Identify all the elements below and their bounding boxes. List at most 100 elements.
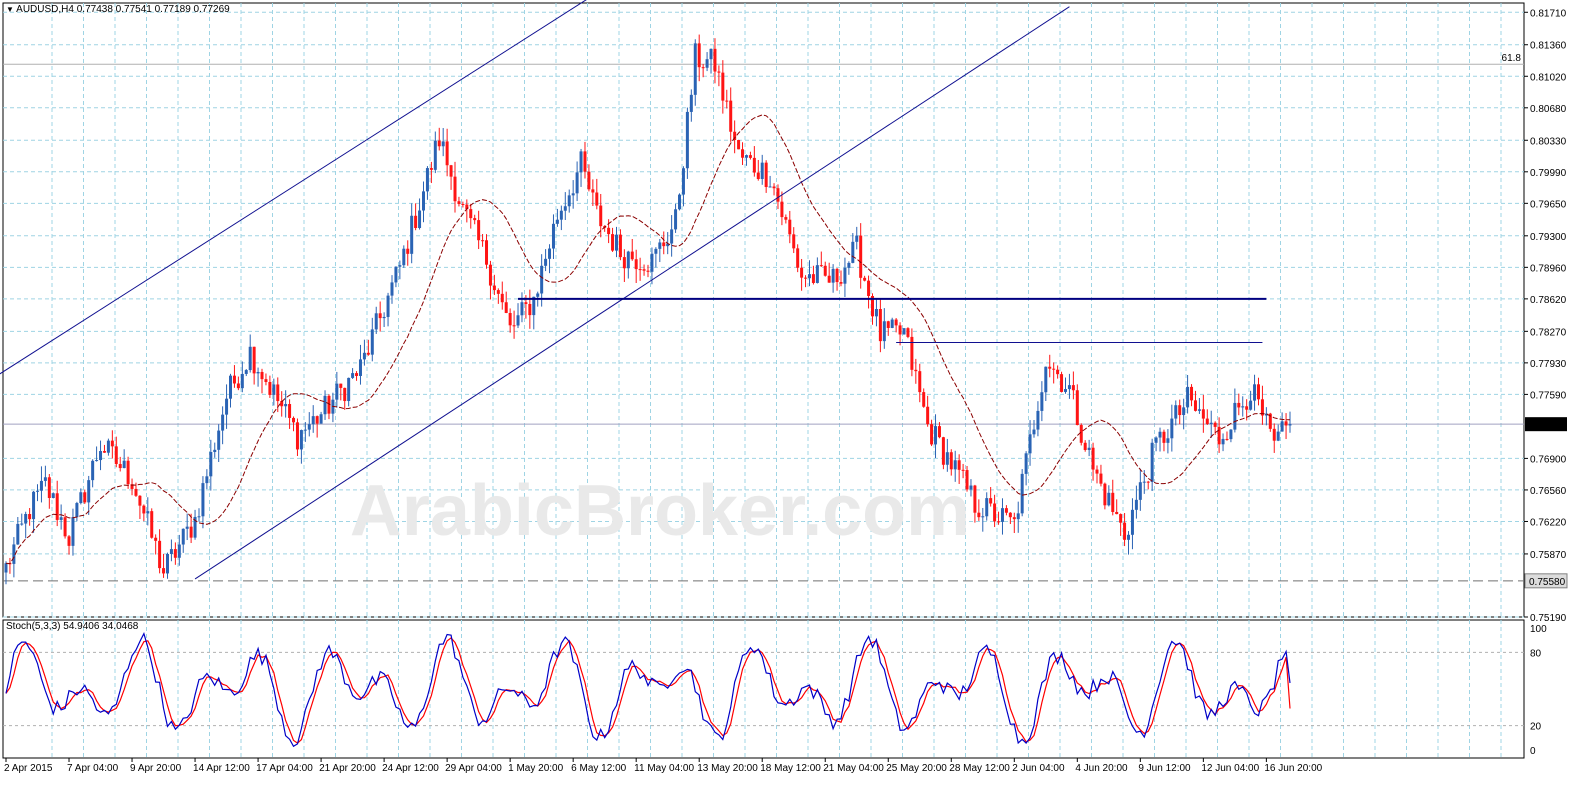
candle <box>1276 424 1280 442</box>
candle-body <box>24 514 28 524</box>
candle-body <box>1052 368 1056 370</box>
candle <box>307 412 311 437</box>
candle <box>165 552 169 579</box>
candle-body <box>1004 508 1008 513</box>
candle <box>776 184 780 210</box>
candle <box>934 414 938 458</box>
price-tick-label: 0.80330 <box>1530 136 1567 147</box>
candle <box>508 308 512 333</box>
candle <box>705 52 709 72</box>
candle <box>768 175 772 188</box>
candle <box>886 320 890 336</box>
candle-body <box>319 414 323 424</box>
candle-body <box>390 282 394 296</box>
candle-body <box>355 373 359 376</box>
candle <box>1249 390 1253 411</box>
current-price-label: 0.77269 <box>1529 420 1566 431</box>
candle-body <box>351 373 355 378</box>
candle-body <box>1075 390 1079 426</box>
candle <box>260 368 264 394</box>
candle <box>670 215 674 257</box>
candle-body <box>993 503 997 522</box>
candle-body <box>366 352 370 355</box>
candle <box>741 142 745 166</box>
candle <box>59 504 63 530</box>
candle-body <box>926 406 930 425</box>
candle-body <box>583 151 587 172</box>
candle-body <box>961 469 965 471</box>
channel-upper-line <box>0 0 587 375</box>
candle-body <box>607 227 611 235</box>
candle <box>1162 429 1166 452</box>
candle <box>1083 440 1087 452</box>
candle <box>922 388 926 408</box>
candle-body <box>701 67 705 69</box>
candle-body <box>1115 511 1119 515</box>
time-tick-label: 11 May 04:00 <box>634 763 694 774</box>
candle-body <box>1162 431 1166 443</box>
candle <box>453 161 457 213</box>
candle-body <box>79 492 83 504</box>
candle <box>138 495 142 519</box>
candle-body <box>315 416 319 424</box>
candle-body <box>276 384 280 402</box>
candle-body <box>1170 418 1174 439</box>
candle-body <box>752 157 756 173</box>
candle <box>343 387 347 410</box>
candle <box>1036 401 1040 437</box>
candle <box>1288 411 1292 433</box>
candle-body <box>571 193 575 196</box>
candle-body <box>284 404 288 407</box>
time-tick-label: 6 May 12:00 <box>571 763 626 774</box>
candle <box>1241 396 1245 417</box>
candle-body <box>1233 402 1237 430</box>
candle <box>429 161 433 184</box>
candle <box>335 371 339 408</box>
candle <box>221 406 225 445</box>
time-tick-label: 2 Jun 04:00 <box>1012 763 1065 774</box>
candle <box>614 226 618 258</box>
candle-body <box>567 195 571 207</box>
candle-body <box>1127 534 1131 540</box>
candle <box>252 346 256 385</box>
candle <box>1004 505 1008 516</box>
candle <box>118 456 122 472</box>
candle <box>575 161 579 202</box>
candle-body <box>1186 386 1190 408</box>
candle-body <box>804 277 808 279</box>
candle-body <box>67 536 71 546</box>
candle-body <box>453 176 457 202</box>
candle-body <box>551 223 555 249</box>
candle <box>772 183 776 196</box>
candle-body <box>177 544 181 558</box>
time-tick-label: 24 Apr 12:00 <box>382 763 439 774</box>
candle-body <box>520 302 524 316</box>
candle-body <box>894 319 898 326</box>
candle-body <box>811 274 815 283</box>
candle <box>126 456 130 489</box>
candle-body <box>225 398 229 415</box>
candle-body <box>1024 453 1028 474</box>
candle-body <box>1158 431 1162 438</box>
candle-body <box>792 234 796 249</box>
candle <box>150 508 154 539</box>
candle <box>87 475 91 515</box>
candle-body <box>1201 409 1205 419</box>
candle <box>449 164 453 190</box>
candle <box>1048 354 1052 378</box>
candle-body <box>626 251 630 269</box>
candle-body <box>831 268 835 283</box>
candle-body <box>772 186 776 189</box>
candle-body <box>678 194 682 210</box>
candle <box>421 181 425 223</box>
candle <box>993 494 997 527</box>
candle-body <box>835 268 839 283</box>
candle-body <box>1237 402 1241 408</box>
candle-body <box>260 371 264 380</box>
candle <box>957 454 961 484</box>
candle-body <box>1067 385 1071 390</box>
candle <box>638 257 642 281</box>
ohlc-high: 0.77541 <box>115 4 152 15</box>
candle-body <box>252 346 256 374</box>
candle <box>1253 374 1257 411</box>
